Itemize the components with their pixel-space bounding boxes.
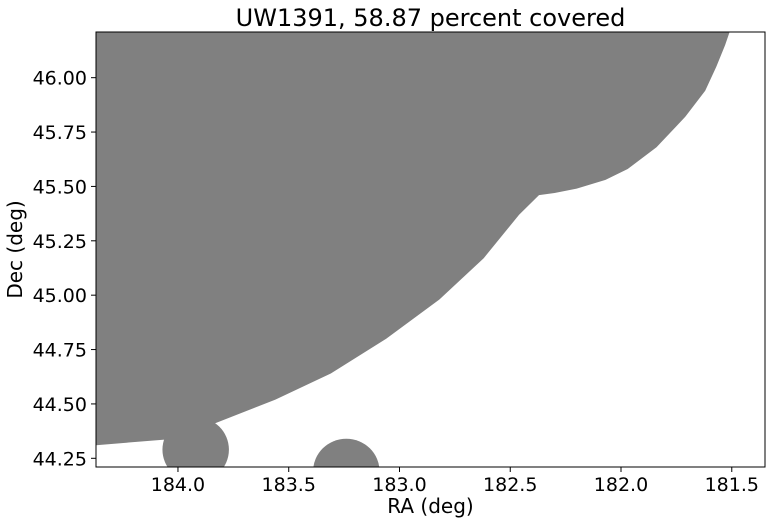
- coverage-region-3: [313, 438, 380, 467]
- coverage-regions: [96, 32, 730, 467]
- x-tick-label: 181.5: [705, 474, 759, 496]
- coverage-region-1: [96, 32, 730, 446]
- y-tick-label: 45.25: [33, 231, 87, 253]
- x-axis-label: RA (deg): [387, 494, 473, 518]
- x-tick-label: 182.0: [594, 474, 648, 496]
- x-tick-label: 183.5: [262, 474, 316, 496]
- y-tick-label: 45.50: [33, 176, 87, 198]
- y-axis-ticks: 44.25 44.50 44.75 45.00 45.25 45.50 45.75 46.00: [33, 68, 96, 470]
- y-tick-label: 45.75: [33, 122, 87, 144]
- y-tick-label: 44.25: [33, 448, 87, 470]
- x-tick-label: 183.0: [372, 474, 426, 496]
- x-axis-ticks: 184.0 183.5 183.0 182.5 182.0 181.5: [151, 467, 759, 496]
- coverage-region-2: [162, 416, 229, 467]
- y-tick-label: 44.75: [33, 340, 87, 362]
- x-tick-label: 182.5: [483, 474, 537, 496]
- y-tick-label: 46.00: [33, 68, 87, 90]
- y-tick-label: 44.50: [33, 394, 87, 416]
- plot-frame: [95, 31, 766, 468]
- chart-title: UW1391, 58.87 percent covered: [236, 4, 626, 32]
- x-tick-label: 184.0: [151, 474, 205, 496]
- y-axis-label: Dec (deg): [3, 200, 27, 298]
- y-tick-label: 45.00: [33, 285, 87, 307]
